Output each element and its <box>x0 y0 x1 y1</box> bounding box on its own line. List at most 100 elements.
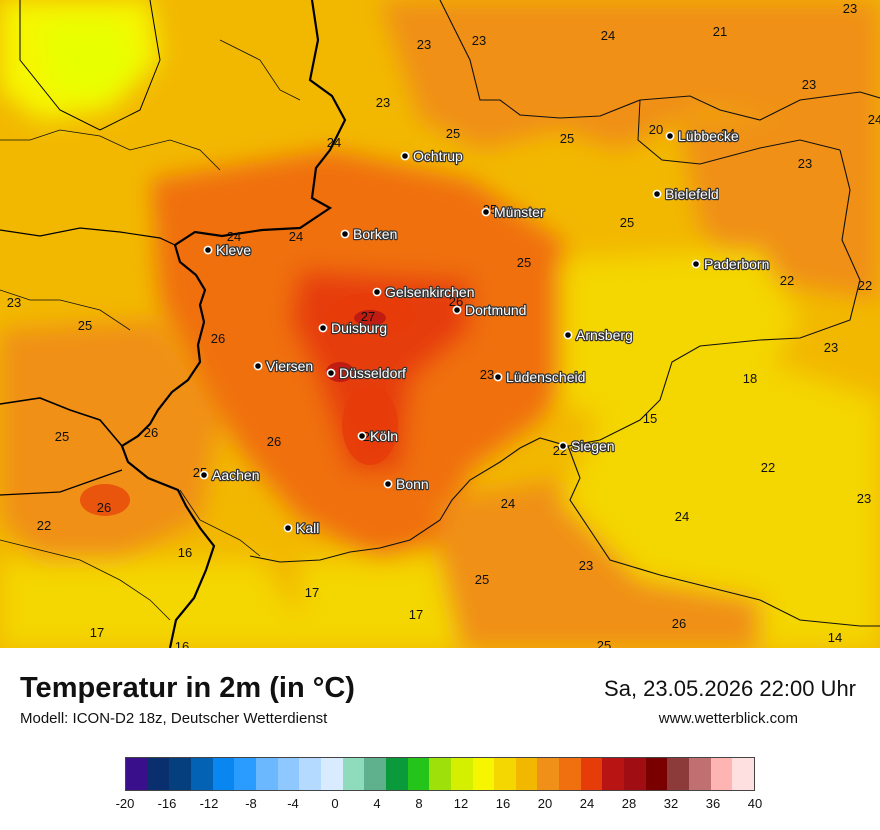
legend-tick-label: -4 <box>287 796 299 811</box>
city-dot <box>253 361 263 371</box>
legend-color-cell <box>429 758 451 790</box>
website-link[interactable]: www.wetterblick.com <box>658 710 798 727</box>
temperature-value: 24 <box>601 28 615 43</box>
temperature-value: 27 <box>361 309 375 324</box>
city-dot <box>558 441 568 451</box>
city-dot <box>383 479 393 489</box>
temperature-value: 21 <box>713 24 727 39</box>
legend-color-cell <box>364 758 386 790</box>
legend-color-cell <box>407 758 430 790</box>
city-name: Kall <box>296 520 319 536</box>
city-name: Lüdenscheid <box>506 369 585 385</box>
city-name: Lübbecke <box>678 128 739 144</box>
legend-color-cell <box>602 758 625 790</box>
temperature-value: 24 <box>675 509 689 524</box>
city-dot <box>340 229 350 239</box>
city-marker: Dortmund <box>452 301 528 319</box>
temperature-value: 26 <box>211 331 225 346</box>
city-dot <box>493 372 503 382</box>
legend-color-cell <box>645 758 668 790</box>
temperature-value: 24 <box>501 496 515 511</box>
city-dot <box>372 287 382 297</box>
temperature-value: 24 <box>721 126 735 141</box>
legend-tick-label: -8 <box>245 796 257 811</box>
city-marker: Aachen <box>199 466 261 484</box>
temperature-value: 17 <box>305 585 319 600</box>
temperature-value: 25 <box>560 131 574 146</box>
legend-color-cell <box>667 758 690 790</box>
city-name: Düsseldorf <box>339 365 406 381</box>
borders <box>0 0 880 649</box>
city-dot <box>318 323 328 333</box>
temperature-value: 26 <box>449 294 463 309</box>
city-name: Duisburg <box>331 320 387 336</box>
city-name: Münster <box>494 204 545 220</box>
city-name: Siegen <box>571 438 615 454</box>
temperature-value: 20 <box>649 122 663 137</box>
temperature-field <box>0 0 880 648</box>
temperature-value: 22 <box>37 518 51 533</box>
city-marker: Ochtrup <box>400 147 464 165</box>
city-name: Bonn <box>396 476 429 492</box>
city-name: Gelsenkirchen <box>385 284 475 300</box>
city-dot <box>357 431 367 441</box>
temperature-value: 15 <box>643 411 657 426</box>
legend-color-cell <box>126 758 148 790</box>
city-name: Aachen <box>212 467 259 483</box>
city-marker: Paderborn <box>691 255 771 273</box>
legend-tick-label: 12 <box>453 796 469 811</box>
legend-tick-label: 4 <box>373 796 381 811</box>
legend-tick-label: 28 <box>621 796 637 811</box>
city-marker: Siegen <box>558 437 616 455</box>
temperature-value: 23 <box>798 156 812 171</box>
city-dot <box>199 470 209 480</box>
city-marker: Düsseldorf <box>326 364 407 382</box>
city-dot <box>563 330 573 340</box>
model-source: Modell: ICON-D2 18z, Deutscher Wetterdie… <box>20 710 328 727</box>
temperature-value: 24 <box>868 112 880 127</box>
legend-color-cell <box>580 758 603 790</box>
temperature-value: 23 <box>857 491 871 506</box>
temperature-value: 25 <box>78 318 92 333</box>
city-marker: Kall <box>283 519 321 537</box>
city-dot <box>452 305 462 315</box>
temperature-value: 25 <box>363 429 377 444</box>
city-name: Arnsberg <box>576 327 633 343</box>
legend-color-cell <box>710 758 733 790</box>
city-marker: Lüdenscheid <box>493 368 587 386</box>
legend-color-cell <box>299 758 321 790</box>
temperature-value: 25 <box>620 215 634 230</box>
city-name: Ochtrup <box>413 148 463 164</box>
temperature-value: 22 <box>761 460 775 475</box>
temperature-value: 25 <box>597 638 611 648</box>
city-dot <box>691 259 701 269</box>
legend-color-cell <box>169 758 191 790</box>
legend-tick-label: -12 <box>199 796 219 811</box>
city-dot <box>652 189 662 199</box>
temperature-value: 17 <box>409 607 423 622</box>
city-dot <box>400 151 410 161</box>
forecast-datetime: Sa, 23.05.2026 22:00 Uhr <box>604 676 856 701</box>
temperature-value: 16 <box>178 545 192 560</box>
legend-color-cell <box>277 758 300 790</box>
legend-color-cell <box>624 758 646 790</box>
legend-color-cell <box>515 758 538 790</box>
temperature-value: 26 <box>672 616 686 631</box>
legend-color-cell <box>537 758 560 790</box>
legend-tick-label: 0 <box>331 796 339 811</box>
city-marker: Münster <box>481 203 546 221</box>
city-marker: Köln <box>357 427 399 445</box>
temperature-value: 23 <box>7 295 21 310</box>
temperature-value: 23 <box>802 77 816 92</box>
map-title: Temperatur in 2m (in °C) <box>20 672 355 704</box>
legend-color-cell <box>689 758 711 790</box>
legend-color-cell <box>385 758 408 790</box>
legend-tick-label: 24 <box>579 796 595 811</box>
city-name: Viersen <box>266 358 313 374</box>
temperature-value: 23 <box>417 37 431 52</box>
city-markers: Ochtrup Lübbecke Bielefeld Münster Borken Kle… <box>199 127 771 537</box>
legend-color-cell <box>234 758 256 790</box>
map-footer: Temperatur in 2m (in °C) Modell: ICON-D2… <box>0 648 880 830</box>
legend-color-cell <box>450 758 473 790</box>
city-marker: Duisburg <box>318 319 388 337</box>
